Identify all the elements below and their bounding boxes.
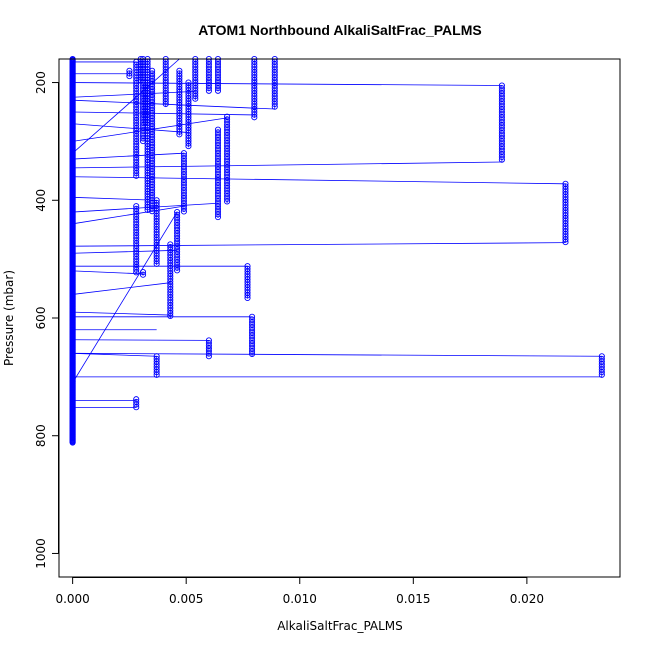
data-point <box>69 439 76 446</box>
data-point <box>214 213 222 221</box>
data-point <box>149 205 156 212</box>
data-point <box>174 267 181 274</box>
connector-line <box>72 311 171 316</box>
y-tick-label: 1000 <box>34 538 48 569</box>
data-point <box>224 195 231 202</box>
data-point <box>142 116 149 123</box>
y-axis-label: Pressure (mbar) <box>2 270 16 366</box>
data-point <box>205 353 212 360</box>
data-point <box>176 131 183 138</box>
connector-line <box>72 270 144 275</box>
connector-line <box>72 58 180 154</box>
data-point <box>139 135 147 142</box>
plot-area <box>69 55 605 446</box>
y-tick-label: 400 <box>34 189 48 212</box>
data-point <box>205 87 212 94</box>
x-axis: 0.000 0.005 0.010 0.015 0.020 <box>55 577 544 606</box>
data-point <box>153 371 160 378</box>
data-point <box>205 85 212 92</box>
data-point <box>598 371 605 378</box>
data-point <box>249 350 256 357</box>
data-point <box>133 269 140 276</box>
data-point <box>139 271 147 278</box>
data-point <box>251 114 258 121</box>
data-point <box>498 156 505 163</box>
data-point <box>162 98 169 105</box>
data-point <box>214 87 222 94</box>
data-point <box>498 153 505 161</box>
connector-line <box>72 339 209 341</box>
connector-line <box>72 111 255 116</box>
data-point <box>133 401 140 408</box>
connector-line <box>72 123 189 133</box>
connector-line <box>72 352 602 357</box>
y-tick-label: 600 <box>34 307 48 330</box>
data-point <box>214 85 222 92</box>
data-point <box>271 103 278 110</box>
data-point <box>174 264 181 271</box>
data-point <box>205 350 212 357</box>
data-point <box>214 211 222 218</box>
data-point <box>249 348 256 355</box>
connector-line <box>72 205 184 225</box>
connector-line <box>72 161 502 169</box>
data-point <box>180 208 187 215</box>
data-point <box>562 239 569 246</box>
data-point <box>185 143 192 150</box>
data-point <box>137 77 144 84</box>
y-tick-label: 200 <box>34 71 48 94</box>
data-point <box>180 205 187 212</box>
data-point <box>271 100 278 108</box>
connector-line <box>72 152 184 160</box>
data-point <box>562 236 569 243</box>
data-point <box>244 294 251 302</box>
data-point <box>167 312 174 319</box>
x-tick-label: 0.000 <box>55 592 89 606</box>
data-point <box>142 119 149 126</box>
data-point <box>149 208 156 215</box>
chart-title: ATOM1 Northbound AlkaliSaltFrac_PALMS <box>198 22 481 38</box>
data-point <box>192 93 199 100</box>
data-point <box>167 310 174 317</box>
data-point <box>133 172 140 179</box>
data-point <box>153 258 160 265</box>
data-point <box>139 138 147 145</box>
y-tick-label: 800 <box>34 424 48 447</box>
x-tick-label: 0.015 <box>396 592 430 606</box>
data-point <box>244 292 251 299</box>
data-point <box>126 73 133 80</box>
data-point <box>137 74 144 81</box>
connector-line <box>72 196 157 201</box>
data-point <box>133 170 140 177</box>
y-axis: 200 400 600 800 1000 <box>34 71 59 569</box>
data-point <box>192 95 199 102</box>
data-point <box>126 70 133 77</box>
data-point <box>251 111 258 118</box>
x-tick-label: 0.005 <box>169 592 203 606</box>
data-point <box>153 369 160 376</box>
data-point <box>185 140 192 147</box>
data-point <box>162 100 169 108</box>
x-axis-label: AlkaliSaltFrac_PALMS <box>277 619 403 633</box>
data-point <box>133 266 140 273</box>
connector-line <box>72 99 275 110</box>
data-point <box>176 128 183 135</box>
connector-line <box>72 282 171 295</box>
x-tick-label: 0.020 <box>510 592 544 606</box>
x-tick-label: 0.010 <box>283 592 317 606</box>
data-point <box>224 198 231 205</box>
data-point <box>598 369 605 376</box>
connector-line <box>72 352 157 357</box>
data-point <box>153 260 160 267</box>
data-point <box>133 404 140 411</box>
data-point <box>139 269 147 276</box>
